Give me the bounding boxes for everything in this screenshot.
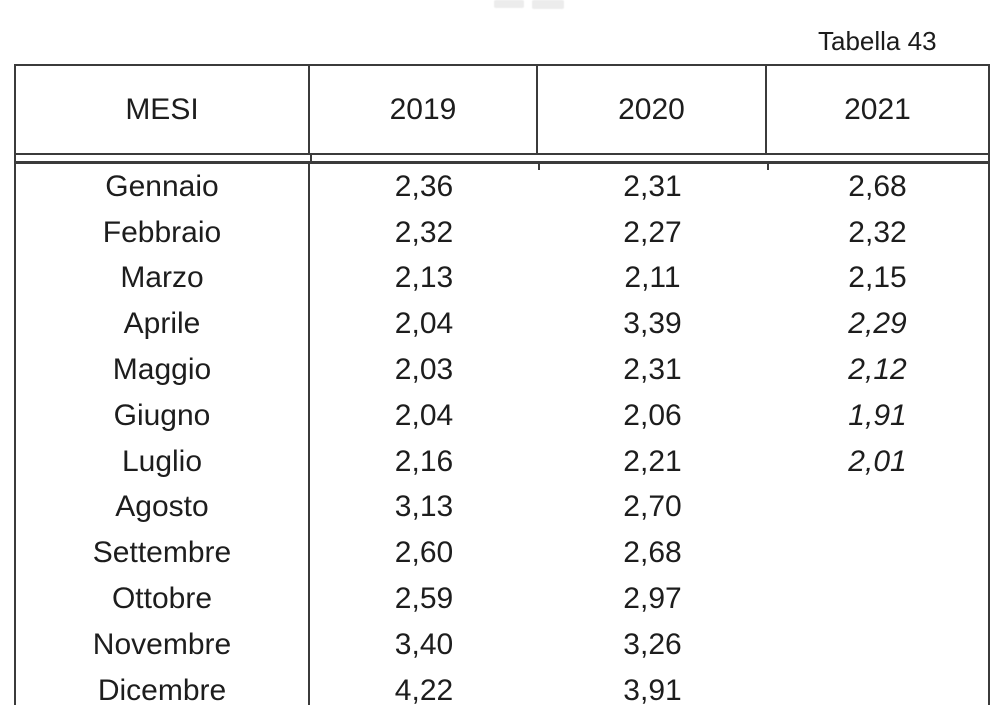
value-2020-cell: 2,11	[624, 261, 681, 295]
value-2021-cell	[767, 668, 988, 705]
table-row: Dicembre 4,22 3,91	[16, 667, 988, 705]
month-cell: Ottobre	[16, 576, 310, 622]
value-2021-cell: 2,15	[848, 261, 907, 295]
column-divider-stub	[538, 164, 540, 170]
table-row: Ottobre 2,59 2,97	[16, 576, 988, 622]
value-2020-cell: 2,70	[623, 490, 682, 524]
value-2021-cell: 2,32	[848, 215, 907, 249]
cropped-text-fragment	[494, 0, 524, 8]
month-cell: Marzo	[16, 255, 310, 302]
month-cell: Agosto	[16, 484, 310, 531]
header-body-divider-gap	[16, 155, 988, 161]
column-header-2019: 2019	[310, 66, 538, 153]
value-2021-cell	[767, 576, 988, 622]
value-2020-cell: 2,06	[623, 398, 682, 432]
month-cell: Settembre	[16, 530, 310, 577]
value-2021-cell	[767, 485, 988, 531]
table-row: Gennaio 2,36 2,31 2,68	[16, 164, 988, 210]
month-cell: Febbraio	[16, 209, 310, 256]
value-2019-cell: 3,13	[394, 490, 454, 524]
value-2019-cell: 2,16	[394, 444, 454, 478]
value-2019-cell: 2,59	[394, 582, 454, 616]
column-header-mesi: MESI	[16, 66, 310, 153]
value-2019-cell: 4,22	[394, 673, 454, 705]
value-2019-cell: 2,32	[394, 215, 454, 249]
table-caption: Tabella 43	[818, 26, 937, 56]
value-2020-cell: 2,31	[623, 169, 682, 203]
value-2019-cell: 2,36	[394, 169, 454, 203]
value-2021-cell: 2,01	[848, 444, 907, 478]
month-cell: Dicembre	[16, 667, 310, 705]
table-row: Luglio 2,16 2,21 2,01	[16, 438, 988, 485]
value-2021-cell	[767, 530, 988, 576]
table-row: Agosto 3,13 2,70	[16, 484, 988, 531]
table-row: Giugno 2,04 2,06 1,91	[16, 392, 988, 439]
month-cell: Maggio	[16, 347, 310, 393]
table-body: Gennaio 2,36 2,31 2,68 Febbraio 2,32 2,2…	[16, 161, 988, 705]
table-header-row: MESI 2019 2020 2021	[16, 66, 988, 155]
value-2021-cell: 2,29	[848, 307, 907, 341]
cropped-text-fragment	[532, 0, 564, 9]
column-header-2021: 2021	[844, 92, 911, 126]
value-2020-cell: 2,27	[623, 215, 682, 249]
value-2019-cell: 2,13	[394, 261, 454, 295]
month-cell: Gennaio	[16, 164, 310, 210]
column-divider-stub	[767, 164, 769, 170]
value-2021-cell	[767, 622, 988, 668]
month-cell: Giugno	[16, 392, 310, 439]
column-header-2020: 2020	[538, 66, 767, 153]
column-divider-line	[310, 155, 312, 161]
value-2021-cell: 1,91	[848, 398, 907, 432]
value-2020-cell: 3,39	[623, 307, 682, 341]
month-cell: Luglio	[16, 438, 310, 485]
table-row: Aprile 2,04 3,39 2,29	[16, 301, 988, 348]
value-2019-cell: 2,04	[394, 398, 454, 432]
month-cell: Aprile	[16, 301, 310, 348]
value-2020-cell: 2,97	[623, 582, 682, 616]
value-2019-cell: 2,03	[394, 353, 454, 387]
value-2020-cell: 2,68	[623, 536, 682, 570]
value-2019-cell: 3,40	[394, 627, 454, 661]
value-2020-cell: 3,91	[623, 673, 682, 705]
value-2021-cell: 2,68	[848, 169, 907, 203]
table-row: Marzo 2,13 2,11 2,15	[16, 255, 988, 302]
value-2019-cell: 2,04	[394, 307, 454, 341]
table-row: Febbraio 2,32 2,27 2,32	[16, 209, 988, 256]
month-cell: Novembre	[16, 621, 310, 668]
value-2019-cell: 2,60	[394, 536, 454, 570]
value-2020-cell: 2,31	[623, 353, 682, 387]
value-2021-cell: 2,12	[848, 353, 907, 387]
value-2020-cell: 2,21	[623, 444, 682, 478]
value-2020-cell: 3,26	[623, 627, 682, 661]
table-row: Novembre 3,40 3,26	[16, 621, 988, 668]
table-row: Settembre 2,60 2,68	[16, 530, 988, 577]
data-table: MESI 2019 2020 2021 Gennaio 2,36 2,31 2,…	[14, 64, 990, 705]
table-row: Maggio 2,03 2,31 2,12	[16, 347, 988, 393]
